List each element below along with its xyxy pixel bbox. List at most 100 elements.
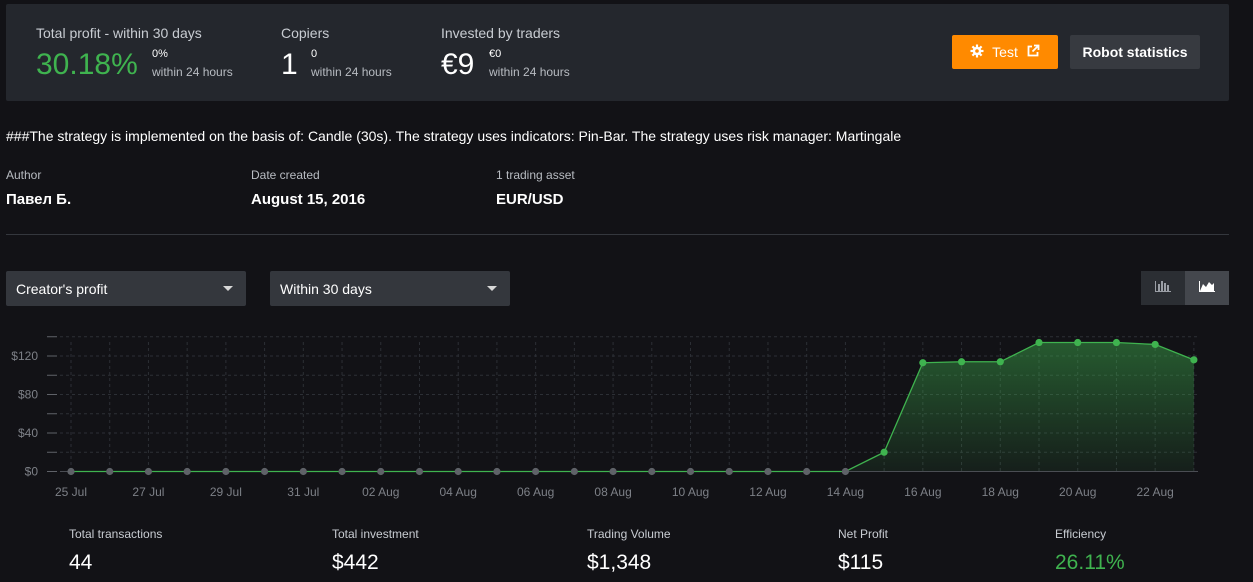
profit-chart: $120 $80 $40 $0 25 Jul 27 Jul 29 Jul 31 Jul 02 A… xyxy=(11,336,1198,499)
data-point xyxy=(803,467,811,476)
date-label: Date created xyxy=(251,168,320,182)
x-tick-label: 20 Aug xyxy=(1059,485,1096,499)
gear-icon xyxy=(970,44,984,61)
x-tick-label: 18 Aug xyxy=(982,485,1019,499)
x-tick-label: 10 Aug xyxy=(672,485,709,499)
data-point xyxy=(377,467,385,476)
kpi-total-investment: Total investment $442 xyxy=(332,527,419,575)
data-point xyxy=(493,467,501,476)
y-tick-label: $120 xyxy=(11,349,38,363)
data-point xyxy=(841,467,850,476)
copiers-24h-value: 0 xyxy=(311,48,318,60)
asset-block: 1 trading asset EUR/USD xyxy=(496,168,575,208)
kpi-label: Total investment xyxy=(332,527,419,541)
data-point xyxy=(725,467,733,476)
profit-value: 30.18% xyxy=(36,48,138,81)
kpi-label: Total transactions xyxy=(69,527,163,541)
copiers-24h-label: within 24 hours xyxy=(311,65,392,79)
data-point xyxy=(222,467,230,476)
author-label: Author xyxy=(6,168,42,182)
external-link-icon xyxy=(1026,44,1040,61)
data-point xyxy=(1112,338,1121,347)
x-tick-label: 12 Aug xyxy=(749,485,786,499)
data-point xyxy=(106,467,114,476)
profit-label: Total profit - within 30 days xyxy=(36,25,202,41)
data-point xyxy=(686,467,695,476)
data-point xyxy=(415,467,424,476)
robot-statistics-button[interactable]: Robot statistics xyxy=(1070,35,1200,69)
data-point xyxy=(67,467,75,476)
invested-24h-value: €0 xyxy=(489,48,502,60)
kpi-label: Net Profit xyxy=(838,527,889,541)
kpi-value: 44 xyxy=(69,551,93,574)
x-tick-label: 25 Jul xyxy=(55,485,87,499)
y-tick-label: $40 xyxy=(18,426,38,440)
x-tick-label: 14 Aug xyxy=(827,485,864,499)
profit-24h-label: within 24 hours xyxy=(152,65,233,79)
bar-chart-icon xyxy=(1155,279,1171,297)
divider xyxy=(6,234,1229,235)
test-button-label: Test xyxy=(992,44,1018,60)
kpi-value: $115 xyxy=(838,551,884,574)
period-select[interactable]: Within 30 days xyxy=(270,271,510,306)
author-value: Павел Б. xyxy=(6,191,72,208)
kpi-value: $442 xyxy=(332,551,379,574)
copiers-label: Copiers xyxy=(281,25,330,41)
x-tick-label: 22 Aug xyxy=(1136,485,1173,499)
author-block: Author Павел Б. xyxy=(6,168,71,208)
kpi-efficiency: Efficiency 26.11% xyxy=(1055,527,1125,575)
asset-label: 1 trading asset xyxy=(496,168,575,182)
data-point xyxy=(648,467,656,476)
data-point xyxy=(764,467,772,476)
data-point xyxy=(919,359,927,367)
chevron-down-icon xyxy=(487,286,497,291)
strategy-description: ###The strategy is implemented on the ba… xyxy=(6,128,902,144)
data-point xyxy=(1074,338,1082,347)
test-button[interactable]: Test xyxy=(952,35,1058,69)
data-point xyxy=(261,467,269,476)
data-point xyxy=(609,467,617,476)
bar-view-toggle[interactable] xyxy=(1141,271,1185,305)
series-line xyxy=(71,341,1195,473)
invested-24h-label: within 24 hours xyxy=(489,65,570,79)
data-point xyxy=(1035,338,1043,347)
data-point xyxy=(957,358,966,366)
area-view-toggle[interactable] xyxy=(1185,271,1229,305)
kpi-net-profit: Net Profit $115 xyxy=(838,527,888,575)
data-point xyxy=(996,358,1004,366)
data-point xyxy=(880,448,888,456)
data-point xyxy=(1151,340,1159,349)
period-select-value: Within 30 days xyxy=(280,280,372,297)
asset-value: EUR/USD xyxy=(496,191,564,208)
data-point xyxy=(570,467,578,476)
stats-panel: Total profit - within 30 days 30.18% 0% … xyxy=(6,4,1229,101)
kpi-value: 26.11% xyxy=(1055,551,1125,574)
profit-24h-value: 0% xyxy=(152,48,168,60)
data-point xyxy=(532,467,540,476)
y-tick-label: $0 xyxy=(25,465,39,479)
metric-select[interactable]: Creator's profit xyxy=(6,271,246,306)
copiers-value: 1 xyxy=(281,48,298,81)
x-tick-label: 31 Jul xyxy=(287,485,319,499)
data-point xyxy=(1190,356,1198,364)
metric-select-value: Creator's profit xyxy=(16,280,108,297)
area-fill xyxy=(71,342,1194,472)
x-tick-label: 16 Aug xyxy=(904,485,941,499)
data-point xyxy=(183,467,191,476)
area-chart-icon xyxy=(1199,279,1215,297)
kpi-label: Efficiency xyxy=(1055,527,1107,541)
kpi-trading-volume: Trading Volume $1,348 xyxy=(587,527,671,575)
data-point xyxy=(338,467,346,476)
x-tick-label: 04 Aug xyxy=(440,485,477,499)
x-tick-label: 29 Jul xyxy=(210,485,242,499)
x-tick-label: 06 Aug xyxy=(517,485,554,499)
date-block: Date created August 15, 2016 xyxy=(251,168,365,208)
data-point xyxy=(144,467,153,476)
x-tick-label: 08 Aug xyxy=(594,485,631,499)
chevron-down-icon xyxy=(223,286,233,291)
invested-label: Invested by traders xyxy=(441,25,561,41)
date-value: August 15, 2016 xyxy=(251,191,366,208)
kpi-label: Trading Volume xyxy=(587,527,671,541)
x-tick-label: 02 Aug xyxy=(362,485,399,499)
kpi-value: $1,348 xyxy=(587,551,652,574)
